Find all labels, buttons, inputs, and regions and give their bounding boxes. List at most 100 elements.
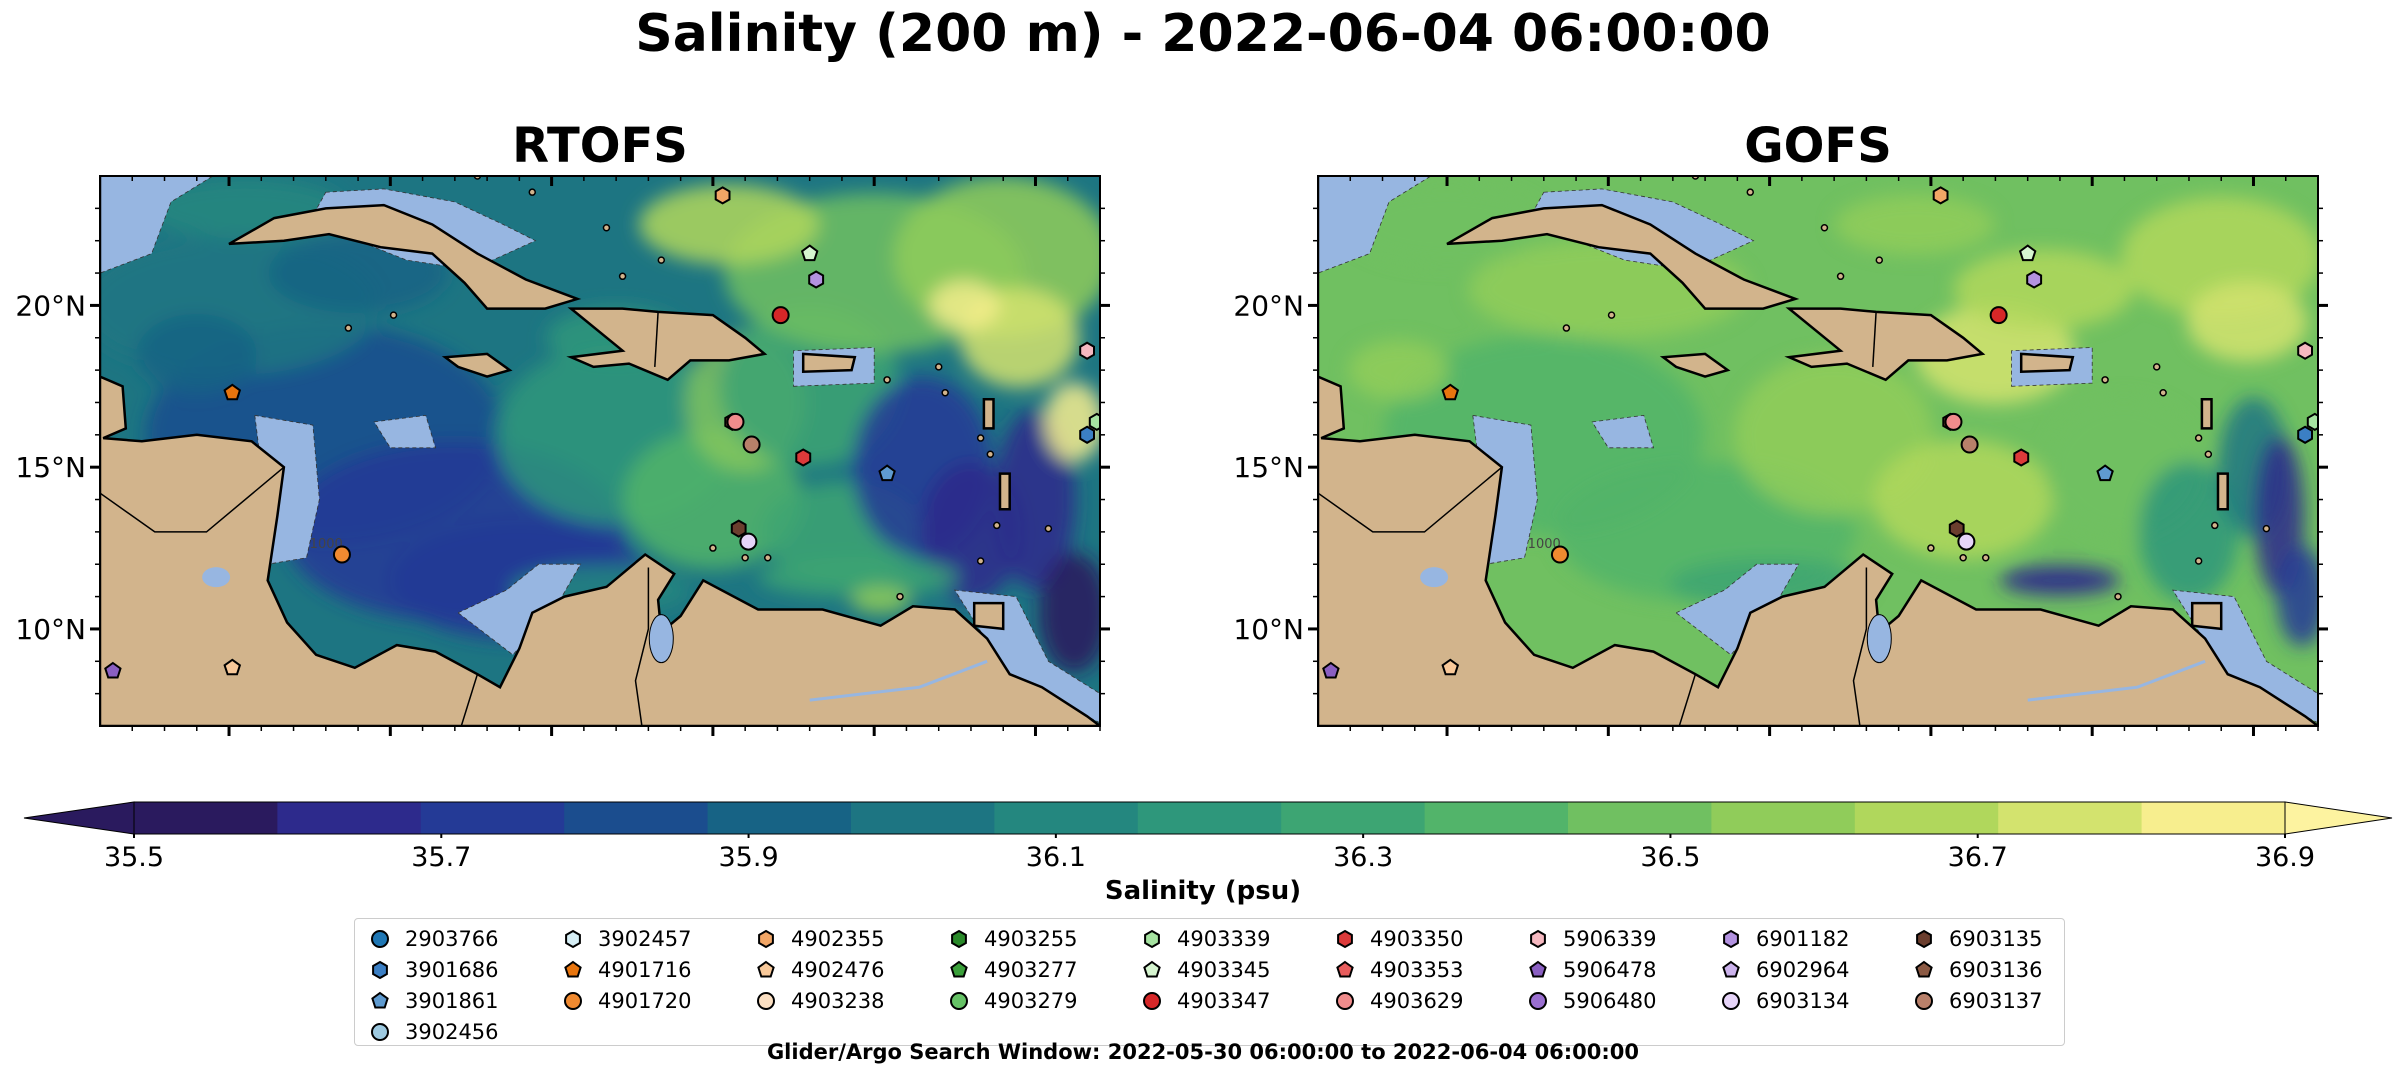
legend-item: 4903353 <box>1334 956 1464 984</box>
legend-label: 4903279 <box>984 989 1078 1013</box>
colorbar-tick-label: 36.5 <box>1640 842 1701 873</box>
hexagon-marker-icon <box>758 929 774 949</box>
legend-label: 4902476 <box>791 958 885 982</box>
legend-marker <box>1336 960 1354 978</box>
gofs-float-marker-15 <box>1957 532 1976 551</box>
legend-label: 6903135 <box>1949 927 2043 951</box>
rtofs-float-marker-3 <box>771 306 790 325</box>
rtofs-float-marker-16 <box>104 661 122 679</box>
rtofs-float-marker-9 <box>795 448 812 467</box>
colorbar-segment <box>1998 802 2143 834</box>
rtofs-float-marker-5 <box>223 383 242 401</box>
colorbar-extend-high <box>2284 801 2393 835</box>
legend-marker <box>1916 929 1932 949</box>
colorbar-segment <box>1424 802 1569 834</box>
legend-marker <box>1915 992 1933 1010</box>
legend-item: 6903135 <box>1913 925 2043 953</box>
legend-label: 4903629 <box>1370 989 1464 1013</box>
colorbar-segment <box>707 802 852 834</box>
colorbar-tick-label: 35.9 <box>718 842 779 873</box>
gofs-float-marker-12 <box>2306 412 2318 432</box>
rtofs-float-marker-14 <box>730 519 747 538</box>
rtofs-float-marker-17 <box>223 658 242 676</box>
legend-item: 3901861 <box>369 987 499 1015</box>
legend-marker <box>1723 929 1739 949</box>
gofs-float-marker-13 <box>1550 545 1569 564</box>
rtofs-float-marker-11 <box>1079 425 1095 444</box>
colorbar-tick-label: 36.9 <box>2254 842 2316 873</box>
hexagon-marker-icon <box>1530 929 1546 949</box>
hexagon-marker-icon <box>565 929 581 949</box>
colorbar-tick-label: 36.1 <box>1025 842 1086 873</box>
legend-label: 2903766 <box>405 927 499 951</box>
hexagon-marker-icon <box>1144 929 1160 949</box>
rtofs-float-marker-8 <box>742 435 761 454</box>
rtofs-map-frame <box>99 175 1101 727</box>
legend-item: 6903137 <box>1913 987 2043 1015</box>
gofs-float-markers <box>1322 186 2318 679</box>
pentagon-marker-icon <box>950 960 968 978</box>
legend-marker <box>372 960 388 980</box>
rtofs-y-tick-label: 15°N <box>15 451 86 484</box>
legend-marker <box>757 992 775 1010</box>
legend-item: 3902456 <box>369 1018 499 1046</box>
legend-marker <box>1529 960 1547 978</box>
colorbar-title: Salinity (psu) <box>1104 876 1302 906</box>
gofs-float-marker-3 <box>1989 306 2008 325</box>
pentagon-marker-icon <box>1143 960 1161 978</box>
legend-item: 4903279 <box>948 987 1078 1015</box>
legend-label: 4903238 <box>791 989 885 1013</box>
hexagon-marker-icon <box>951 929 967 949</box>
legend-item: 5906478 <box>1527 956 1657 984</box>
colorbar-segment <box>994 802 1139 834</box>
gofs-float-marker-4 <box>2297 341 2313 360</box>
circle-marker-icon <box>1336 992 1354 1010</box>
legend-label: 6903137 <box>1949 989 2043 1013</box>
colorbar-segment <box>1137 802 1282 834</box>
legend-label: 4903255 <box>984 927 1078 951</box>
legend-item: 6902964 <box>1720 956 1850 984</box>
gofs-contour-label: 1000 <box>1528 537 1561 552</box>
legend-item: 4901720 <box>562 987 692 1015</box>
pentagon-marker-icon <box>1722 960 1740 978</box>
gofs-y-tick-label: 15°N <box>1233 451 1304 484</box>
legend-item: 4903350 <box>1334 925 1464 953</box>
legend-marker <box>1337 929 1353 949</box>
gofs-float-marker-17 <box>1441 658 1460 676</box>
gofs-float-marker-0 <box>1932 186 1949 205</box>
hexagon-marker-icon <box>1337 929 1353 949</box>
legend-label: 4901716 <box>598 958 692 982</box>
legend-item: 4903347 <box>1141 987 1271 1015</box>
pentagon-marker-icon <box>1915 960 1933 978</box>
legend-marker <box>950 960 968 978</box>
legend-label: 4903350 <box>1370 927 1464 951</box>
pentagon-marker-icon <box>1529 960 1547 978</box>
legend-item: 3901686 <box>369 956 499 984</box>
rtofs-float-marker-1 <box>800 244 819 262</box>
circle-marker-icon <box>1915 992 1933 1010</box>
legend-item: 6903134 <box>1720 987 1850 1015</box>
legend-item: 5906339 <box>1527 925 1657 953</box>
colorbar-segment <box>564 802 709 834</box>
legend-marker <box>564 960 582 978</box>
hexagon-marker-icon <box>1916 929 1932 949</box>
legend-item: 4902355 <box>755 925 885 953</box>
colorbar-segment <box>277 802 422 834</box>
rtofs-float-marker-2 <box>808 270 825 289</box>
gofs-y-tick-label: 20°N <box>1233 289 1304 322</box>
hexagon-marker-icon <box>1723 929 1739 949</box>
legend-marker <box>950 992 968 1010</box>
circle-marker-icon <box>1143 992 1161 1010</box>
legend-marker <box>1336 992 1354 1010</box>
pentagon-marker-icon <box>1336 960 1354 978</box>
rtofs-float-marker-4 <box>1079 341 1095 360</box>
gofs-float-marker-10 <box>2096 464 2114 482</box>
legend-label: 5906339 <box>1563 927 1657 951</box>
legend-item: 4903255 <box>948 925 1078 953</box>
circle-marker-icon <box>371 1023 389 1041</box>
colorbar-segment <box>1568 802 1712 834</box>
circle-marker-icon <box>371 930 389 948</box>
legend-marker <box>1722 960 1740 978</box>
circle-marker-icon <box>564 992 582 1010</box>
legend-marker <box>564 992 582 1010</box>
